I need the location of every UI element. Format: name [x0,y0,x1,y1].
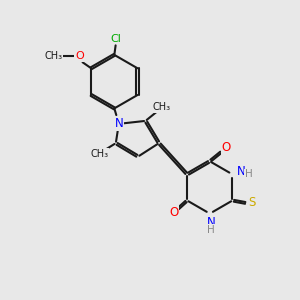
Text: H: H [207,225,215,235]
Text: O: O [75,51,84,62]
Text: N: N [114,117,123,130]
Text: N: N [236,165,245,178]
Text: S: S [248,196,256,209]
Text: CH₃: CH₃ [90,148,109,159]
Text: O: O [169,206,178,219]
Text: O: O [221,141,231,154]
Text: Cl: Cl [110,34,121,44]
Text: H: H [245,169,253,179]
Text: CH₃: CH₃ [44,51,62,62]
Text: N: N [207,216,216,229]
Text: CH₃: CH₃ [153,103,171,112]
